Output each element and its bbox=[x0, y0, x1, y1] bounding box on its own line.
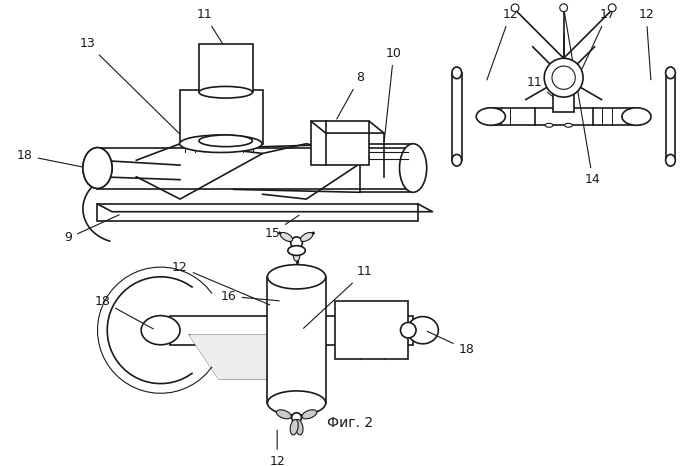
FancyBboxPatch shape bbox=[452, 73, 461, 160]
Circle shape bbox=[560, 4, 568, 12]
FancyBboxPatch shape bbox=[268, 277, 326, 403]
Text: 17: 17 bbox=[575, 8, 615, 85]
Text: 11: 11 bbox=[526, 76, 556, 99]
Ellipse shape bbox=[180, 135, 262, 152]
Ellipse shape bbox=[565, 123, 572, 127]
Text: 18: 18 bbox=[427, 331, 475, 356]
Text: 13: 13 bbox=[80, 37, 188, 142]
Text: 9: 9 bbox=[64, 215, 120, 245]
FancyBboxPatch shape bbox=[199, 44, 253, 92]
Circle shape bbox=[511, 4, 519, 12]
Ellipse shape bbox=[301, 233, 312, 241]
Circle shape bbox=[291, 413, 301, 423]
FancyBboxPatch shape bbox=[171, 315, 413, 345]
Ellipse shape bbox=[276, 410, 291, 419]
Text: 12: 12 bbox=[172, 260, 270, 305]
Text: 16: 16 bbox=[221, 290, 279, 303]
Circle shape bbox=[608, 4, 616, 12]
Ellipse shape bbox=[83, 148, 112, 188]
Ellipse shape bbox=[452, 67, 461, 79]
Text: 15: 15 bbox=[264, 215, 299, 240]
FancyBboxPatch shape bbox=[311, 122, 369, 165]
Ellipse shape bbox=[199, 135, 252, 147]
Polygon shape bbox=[189, 335, 296, 379]
Ellipse shape bbox=[268, 265, 326, 289]
Ellipse shape bbox=[476, 108, 505, 125]
FancyBboxPatch shape bbox=[665, 73, 675, 160]
Ellipse shape bbox=[280, 233, 293, 241]
Ellipse shape bbox=[141, 315, 180, 345]
Ellipse shape bbox=[408, 316, 438, 344]
Circle shape bbox=[552, 66, 575, 89]
Circle shape bbox=[401, 322, 416, 338]
Text: 11: 11 bbox=[303, 266, 373, 329]
Text: 8: 8 bbox=[337, 71, 363, 119]
Text: 14: 14 bbox=[564, 11, 600, 186]
Ellipse shape bbox=[622, 108, 651, 125]
Text: 18: 18 bbox=[94, 295, 153, 329]
Ellipse shape bbox=[665, 67, 675, 79]
Text: Фиг. 2: Фиг. 2 bbox=[327, 417, 373, 431]
FancyBboxPatch shape bbox=[180, 90, 263, 144]
FancyBboxPatch shape bbox=[553, 90, 575, 112]
Circle shape bbox=[291, 237, 303, 249]
Ellipse shape bbox=[290, 419, 298, 435]
Text: 18: 18 bbox=[17, 149, 95, 170]
Ellipse shape bbox=[268, 391, 326, 415]
Ellipse shape bbox=[288, 246, 305, 255]
Text: 12: 12 bbox=[638, 8, 654, 80]
Ellipse shape bbox=[83, 148, 112, 188]
Text: 12: 12 bbox=[269, 430, 285, 466]
Text: 11: 11 bbox=[196, 8, 224, 46]
Ellipse shape bbox=[302, 410, 317, 419]
Ellipse shape bbox=[295, 419, 303, 435]
Ellipse shape bbox=[452, 154, 461, 166]
Text: 10: 10 bbox=[384, 47, 402, 141]
FancyBboxPatch shape bbox=[336, 301, 408, 359]
Ellipse shape bbox=[665, 154, 675, 166]
Ellipse shape bbox=[545, 123, 553, 127]
FancyBboxPatch shape bbox=[97, 204, 418, 221]
Text: 12: 12 bbox=[487, 8, 518, 80]
Ellipse shape bbox=[199, 86, 252, 98]
Ellipse shape bbox=[400, 144, 426, 192]
Ellipse shape bbox=[293, 247, 300, 261]
Circle shape bbox=[545, 58, 583, 97]
